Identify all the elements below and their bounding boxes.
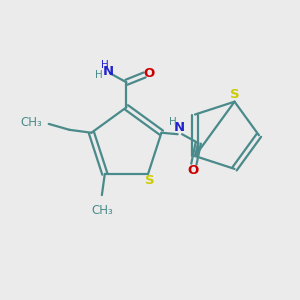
Text: S: S [145, 174, 154, 187]
Text: H: H [95, 70, 103, 80]
Text: H: H [169, 117, 177, 127]
Text: N: N [103, 65, 114, 79]
Text: CH₃: CH₃ [91, 204, 113, 217]
Text: H: H [101, 60, 109, 70]
Text: S: S [230, 88, 239, 101]
Text: O: O [143, 67, 155, 80]
Text: CH₃: CH₃ [20, 116, 42, 129]
Text: N: N [174, 121, 185, 134]
Text: O: O [188, 164, 199, 177]
